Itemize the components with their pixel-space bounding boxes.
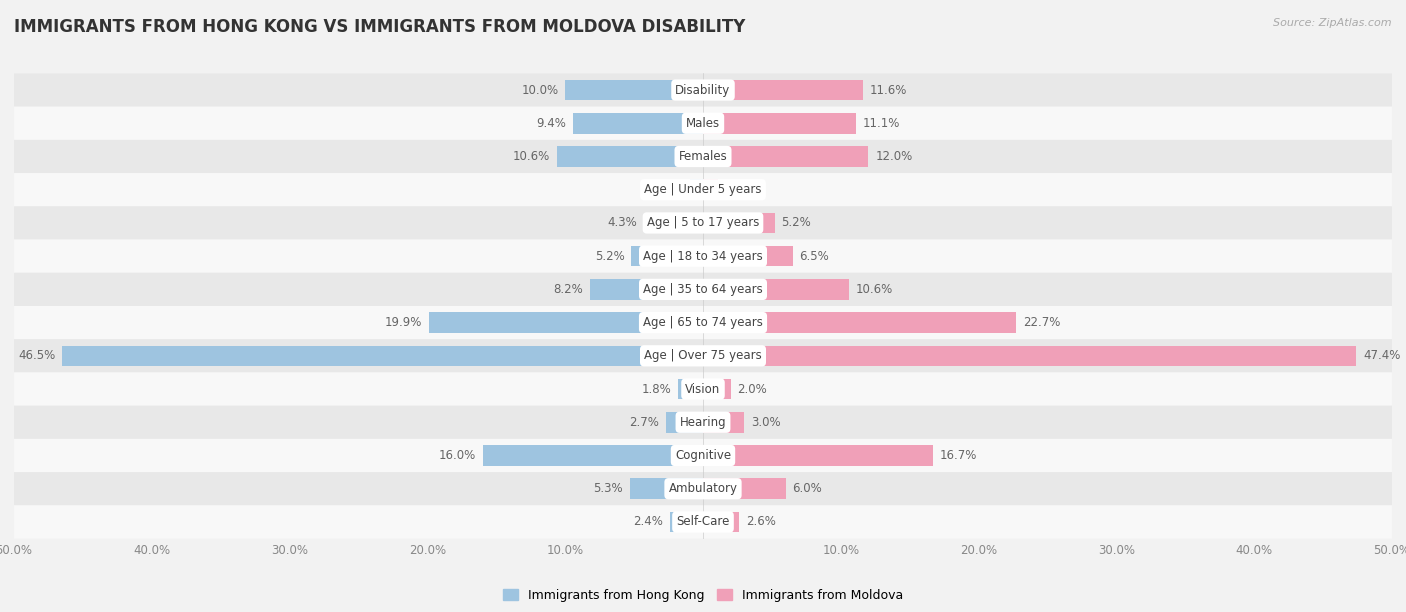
Text: 10.6%: 10.6% — [513, 150, 550, 163]
Bar — [703, 412, 744, 433]
Text: 2.0%: 2.0% — [738, 382, 768, 395]
FancyBboxPatch shape — [14, 373, 1392, 406]
FancyBboxPatch shape — [14, 173, 1392, 206]
Legend: Immigrants from Hong Kong, Immigrants from Moldova: Immigrants from Hong Kong, Immigrants fr… — [498, 584, 908, 606]
Text: 12.0%: 12.0% — [875, 150, 912, 163]
Text: Self-Care: Self-Care — [676, 515, 730, 528]
Text: 47.4%: 47.4% — [1362, 349, 1400, 362]
Bar — [703, 146, 869, 167]
FancyBboxPatch shape — [14, 73, 1392, 106]
Text: Age | 35 to 64 years: Age | 35 to 64 years — [643, 283, 763, 296]
Bar — [666, 412, 703, 433]
Text: 1.8%: 1.8% — [641, 382, 671, 395]
Bar — [644, 212, 703, 233]
Bar — [482, 445, 703, 466]
Text: 22.7%: 22.7% — [1022, 316, 1060, 329]
Text: Age | Over 75 years: Age | Over 75 years — [644, 349, 762, 362]
Bar — [591, 279, 703, 300]
Text: 5.2%: 5.2% — [782, 217, 811, 230]
Bar — [703, 512, 738, 532]
Text: 9.4%: 9.4% — [537, 117, 567, 130]
Text: Age | 18 to 34 years: Age | 18 to 34 years — [643, 250, 763, 263]
Text: 3.0%: 3.0% — [751, 416, 780, 429]
Bar — [62, 346, 703, 366]
Text: 1.1%: 1.1% — [725, 183, 755, 196]
FancyBboxPatch shape — [14, 439, 1392, 472]
Text: 11.6%: 11.6% — [870, 84, 907, 97]
Text: Hearing: Hearing — [679, 416, 727, 429]
FancyBboxPatch shape — [14, 140, 1392, 173]
Text: 16.0%: 16.0% — [439, 449, 475, 462]
FancyBboxPatch shape — [14, 306, 1392, 339]
Bar — [669, 512, 703, 532]
Text: Age | 65 to 74 years: Age | 65 to 74 years — [643, 316, 763, 329]
FancyBboxPatch shape — [14, 406, 1392, 439]
Bar — [703, 312, 1015, 333]
Bar — [703, 379, 731, 400]
Bar — [703, 479, 786, 499]
Text: IMMIGRANTS FROM HONG KONG VS IMMIGRANTS FROM MOLDOVA DISABILITY: IMMIGRANTS FROM HONG KONG VS IMMIGRANTS … — [14, 18, 745, 36]
Bar — [557, 146, 703, 167]
FancyBboxPatch shape — [14, 106, 1392, 140]
Text: Disability: Disability — [675, 84, 731, 97]
Text: 2.7%: 2.7% — [628, 416, 659, 429]
Text: Females: Females — [679, 150, 727, 163]
Bar — [703, 212, 775, 233]
FancyBboxPatch shape — [14, 273, 1392, 306]
Bar — [678, 379, 703, 400]
Bar — [631, 246, 703, 266]
Text: Age | 5 to 17 years: Age | 5 to 17 years — [647, 217, 759, 230]
Bar — [703, 80, 863, 100]
Text: 6.0%: 6.0% — [793, 482, 823, 495]
Bar — [703, 346, 1357, 366]
Text: 10.6%: 10.6% — [856, 283, 893, 296]
Bar — [703, 113, 856, 133]
Text: 16.7%: 16.7% — [941, 449, 977, 462]
Bar — [574, 113, 703, 133]
FancyBboxPatch shape — [14, 206, 1392, 239]
Bar — [630, 479, 703, 499]
Bar — [429, 312, 703, 333]
Text: 19.9%: 19.9% — [384, 316, 422, 329]
Bar — [703, 246, 793, 266]
Text: 8.2%: 8.2% — [554, 283, 583, 296]
Text: 4.3%: 4.3% — [607, 217, 637, 230]
Text: 0.95%: 0.95% — [645, 183, 683, 196]
Text: Vision: Vision — [685, 382, 721, 395]
FancyBboxPatch shape — [14, 506, 1392, 539]
Text: 5.3%: 5.3% — [593, 482, 623, 495]
Text: Source: ZipAtlas.com: Source: ZipAtlas.com — [1274, 18, 1392, 28]
Bar — [690, 179, 703, 200]
Bar — [703, 279, 849, 300]
Text: Males: Males — [686, 117, 720, 130]
Text: Cognitive: Cognitive — [675, 449, 731, 462]
Text: Age | Under 5 years: Age | Under 5 years — [644, 183, 762, 196]
Text: 10.0%: 10.0% — [522, 84, 558, 97]
Text: 46.5%: 46.5% — [18, 349, 55, 362]
FancyBboxPatch shape — [14, 239, 1392, 273]
FancyBboxPatch shape — [14, 339, 1392, 373]
Bar — [703, 445, 934, 466]
Text: 2.4%: 2.4% — [633, 515, 664, 528]
Text: 11.1%: 11.1% — [863, 117, 900, 130]
Bar — [703, 179, 718, 200]
Text: 2.6%: 2.6% — [745, 515, 776, 528]
Text: 6.5%: 6.5% — [800, 250, 830, 263]
FancyBboxPatch shape — [14, 472, 1392, 506]
Text: 5.2%: 5.2% — [595, 250, 624, 263]
Bar — [565, 80, 703, 100]
Text: Ambulatory: Ambulatory — [668, 482, 738, 495]
